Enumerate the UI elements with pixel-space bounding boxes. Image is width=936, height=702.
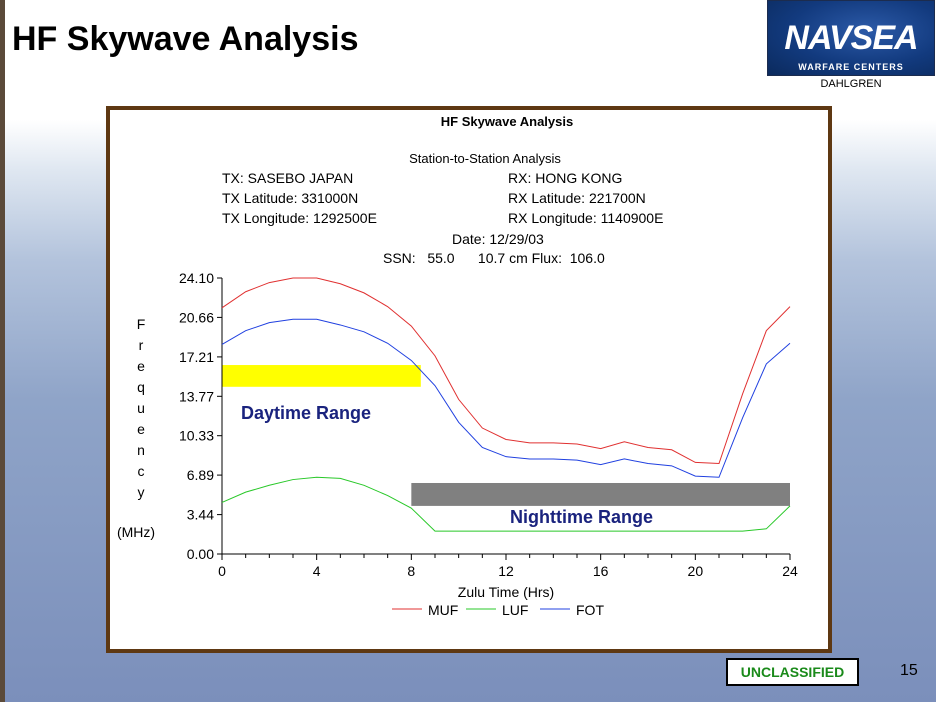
x-tick-label: 24 (782, 563, 798, 579)
x-tick-label: 4 (313, 563, 321, 579)
y-tick-label: 24.10 (179, 270, 214, 286)
rx-longitude: RX Longitude: 1140900E (508, 210, 663, 226)
navsea-logo: NAVSEA WARFARE CENTERS (767, 0, 935, 76)
y-tick-label: 10.33 (179, 428, 214, 444)
y-tick-label: 17.21 (179, 349, 214, 365)
y-tick-label: 0.00 (187, 546, 214, 562)
slide-left-edge (0, 0, 5, 702)
y-axis-label-letter: n (137, 442, 145, 458)
analysis-label: Station-to-Station Analysis (409, 151, 561, 166)
x-tick-label: 20 (688, 563, 704, 579)
x-axis-label: Zulu Time (Hrs) (458, 584, 554, 600)
y-tick-label: 13.77 (179, 388, 214, 404)
series-line-fot (221, 318, 791, 478)
daytime-range-label: Daytime Range (241, 403, 371, 423)
y-axis-label-letter: u (137, 400, 145, 416)
logo-sub-text: WARFARE CENTERS (798, 62, 904, 72)
series-line-muf (221, 277, 791, 465)
chart-title: HF Skywave Analysis (441, 114, 573, 129)
legend-label-muf: MUF (428, 602, 458, 618)
date-label: Date: 12/29/03 (452, 231, 544, 247)
tx-latitude: TX Latitude: 331000N (222, 190, 358, 206)
y-tick-label: 6.89 (187, 467, 214, 483)
tx-station: TX: SASEBO JAPAN (222, 170, 353, 186)
ssn-label: SSN: 55.0 10.7 cm Flux: 106.0 (383, 250, 605, 266)
x-tick-label: 8 (407, 563, 415, 579)
rx-latitude: RX Latitude: 221700N (508, 190, 646, 206)
y-axis-unit: (MHz) (117, 524, 155, 540)
classification-badge: UNCLASSIFIED (726, 658, 859, 686)
logo-main-text: NAVSEA (784, 19, 918, 57)
nighttime-range-bar (411, 482, 790, 506)
page-number: 15 (900, 662, 918, 679)
y-axis-label-letter: F (137, 316, 146, 332)
y-axis-label-letter: y (138, 484, 145, 500)
rx-station: RX: HONG KONG (508, 170, 622, 186)
x-tick-label: 12 (498, 563, 514, 579)
y-tick-label: 20.66 (179, 309, 214, 325)
y-axis-label-letter: e (137, 358, 145, 374)
logo-site-text: DAHLGREN (820, 78, 882, 90)
y-axis-label-letter: q (137, 379, 145, 395)
series-line-luf (221, 476, 791, 532)
slide-title: HF Skywave Analysis (12, 20, 359, 58)
legend-label-fot: FOT (576, 602, 604, 618)
y-axis-label-letter: r (139, 337, 144, 353)
nighttime-range-label: Nighttime Range (510, 507, 653, 527)
y-axis-label-letter: c (138, 463, 145, 479)
y-tick-label: 3.44 (187, 507, 214, 523)
x-tick-label: 0 (218, 563, 226, 579)
y-axis-label-letter: e (137, 421, 145, 437)
tx-longitude: TX Longitude: 1292500E (222, 210, 377, 226)
x-tick-label: 16 (593, 563, 609, 579)
legend-label-luf: LUF (502, 602, 528, 618)
daytime-range-bar (222, 365, 421, 387)
